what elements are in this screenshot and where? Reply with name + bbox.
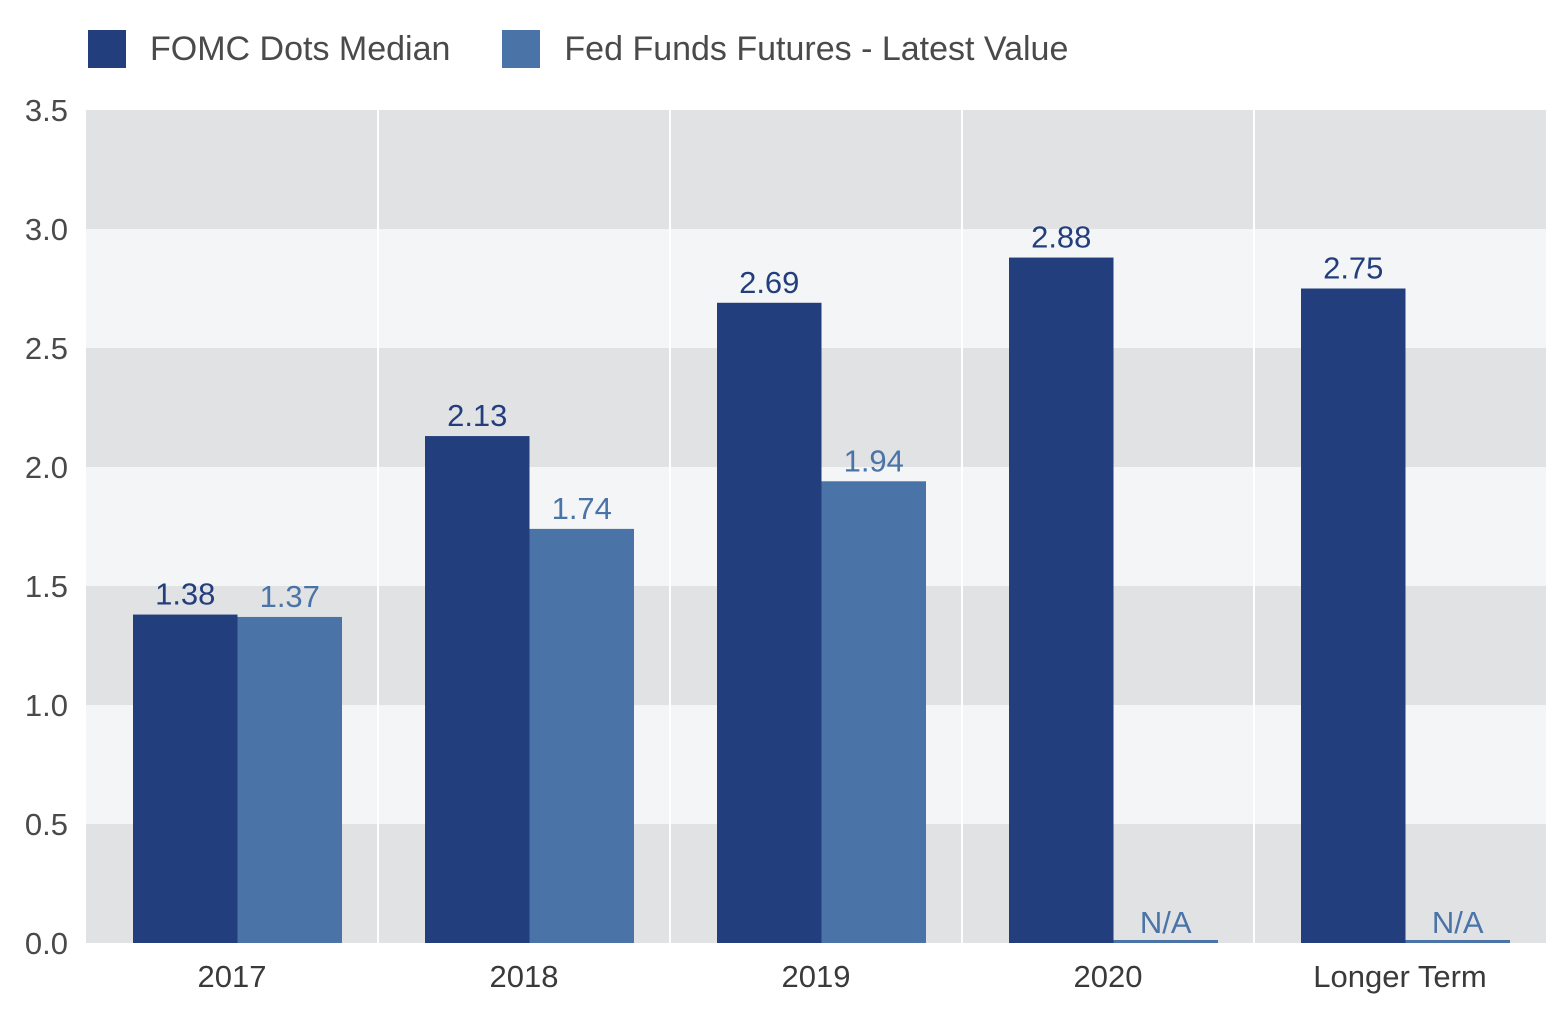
grid-band [86, 110, 1546, 229]
x-category-label: Longer Term [1313, 959, 1486, 994]
legend-label-fomc: FOMC Dots Median [150, 29, 451, 68]
chart-legend: FOMC Dots Median Fed Funds Futures - Lat… [88, 24, 1120, 74]
legend-item-fomc-dots-median[interactable]: FOMC Dots Median [88, 30, 450, 69]
bar [821, 481, 926, 943]
legend-label-futures: Fed Funds Futures - Latest Value [564, 29, 1069, 68]
data-label: 2.13 [447, 398, 507, 433]
bar [425, 436, 530, 943]
bar [1301, 288, 1406, 943]
data-label: 1.94 [844, 443, 904, 478]
legend-swatch-fomc [88, 30, 126, 68]
x-category-label: 2020 [1074, 959, 1143, 994]
y-axis-ticks: 0.0 0.5 1.0 1.5 2.0 2.5 3.0 3.5 [25, 93, 68, 961]
bar-na [1113, 940, 1218, 943]
bar [529, 528, 634, 943]
category-separators [377, 110, 1255, 943]
x-axis-categories: 2017 2018 2019 2020 Longer Term [198, 959, 1487, 994]
data-label: 1.37 [260, 579, 320, 614]
data-label: 1.74 [552, 491, 612, 526]
data-label: 1.38 [155, 577, 215, 612]
bar-na [1405, 940, 1510, 943]
bar [1009, 257, 1114, 943]
data-label-na: N/A [1140, 905, 1192, 940]
data-label: 2.75 [1323, 251, 1383, 286]
bar [133, 614, 238, 943]
y-tick-label: 0.5 [25, 807, 68, 842]
bar [237, 616, 342, 943]
y-tick-label: 1.0 [25, 688, 68, 723]
y-tick-label: 0.0 [25, 926, 68, 961]
data-label: 2.88 [1031, 220, 1091, 255]
y-tick-label: 2.0 [25, 450, 68, 485]
legend-swatch-futures [502, 30, 541, 68]
y-tick-label: 2.5 [25, 331, 68, 366]
data-label-na: N/A [1432, 905, 1484, 940]
x-category-label: 2018 [490, 959, 559, 994]
y-tick-label: 3.5 [25, 93, 68, 128]
x-category-label: 2017 [198, 959, 267, 994]
y-tick-label: 1.5 [25, 569, 68, 604]
legend-item-fed-funds-futures[interactable]: Fed Funds Futures - Latest Value [502, 30, 1068, 69]
y-tick-label: 3.0 [25, 212, 68, 247]
data-labels: 1.38 1.37 2.13 1.74 2.69 1.94 2.88 N/A 2.75 N/A [155, 220, 1484, 940]
x-category-label: 2019 [782, 959, 851, 994]
bars [133, 257, 1510, 943]
bar [717, 302, 822, 943]
data-label: 2.69 [739, 265, 799, 300]
